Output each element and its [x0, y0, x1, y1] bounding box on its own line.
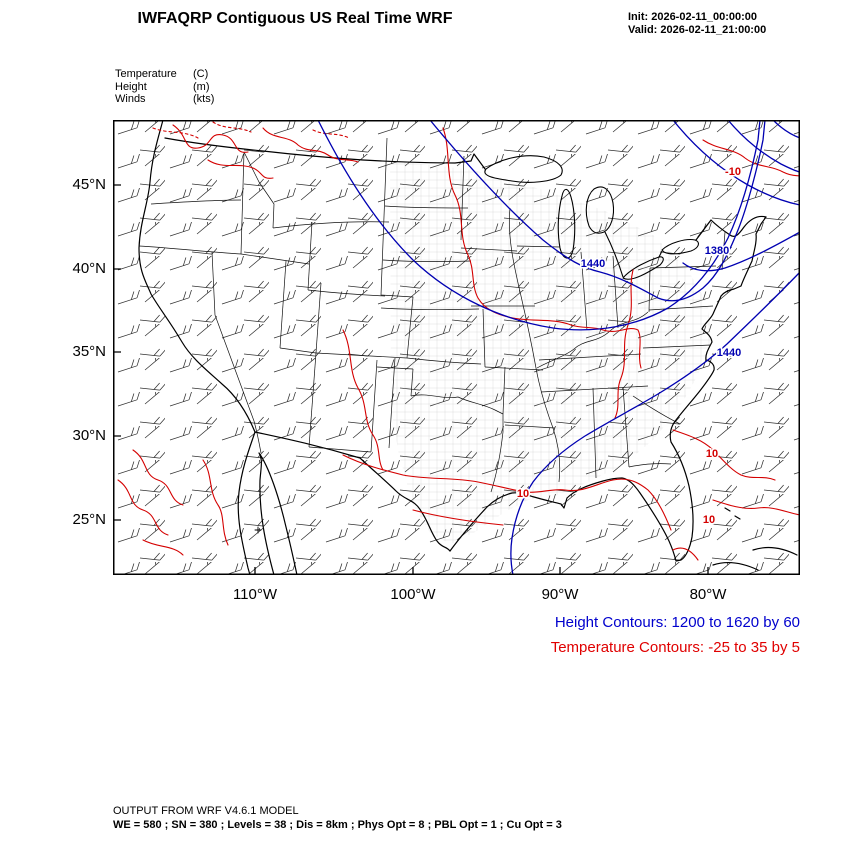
legend-winds-unit: (kts) [193, 93, 215, 105]
lake-michigan [557, 188, 576, 259]
lon-tick-label-80w: 80°W [689, 586, 727, 603]
height-label-1380: 1380 [705, 245, 729, 257]
lat-tick-label-40n: 40°N [72, 260, 106, 277]
model-output-line: OUTPUT FROM WRF V4.6.1 MODEL [113, 805, 299, 817]
pacific-coastline [138, 120, 256, 433]
legend-temperature-label: Temperature [115, 68, 177, 80]
height-contour-labels: 1440 1440 1380 [579, 244, 742, 361]
northern-border [164, 137, 486, 170]
state-boundaries [138, 137, 726, 493]
temperature-contour-caption: Temperature Contours: -25 to 35 by 5 [550, 639, 800, 656]
temperature-contour-labels: -10 10 10 10 [515, 165, 742, 528]
page-title: IWFAQRP Contiguous US Real Time WRF [137, 10, 453, 27]
init-time-label: Init: 2026-02-11_00:00:00 [628, 11, 758, 23]
temp-label-10-atlantic: 10 [703, 514, 715, 526]
lon-tick-label-90w: 90°W [541, 586, 579, 603]
height-contour-caption: Height Contours: 1200 to 1620 by 60 [554, 614, 800, 631]
lat-tick-label-45n: 45°N [72, 176, 106, 193]
legend-height-unit: (m) [193, 80, 210, 93]
lake-ontario [661, 239, 700, 255]
lakes-connectors [604, 231, 663, 278]
lat-ticks [113, 184, 121, 521]
lat-tick-label-25n: 25°N [72, 511, 106, 528]
lake-superior [484, 155, 563, 183]
lake-erie [622, 256, 664, 280]
axis-ticks [113, 184, 709, 575]
height-label-1440-a: 1440 [581, 258, 605, 270]
field-legend: Temperature (C) Height (m) Winds (kts) [115, 68, 214, 106]
temp-label-10-florida: 10 [706, 448, 718, 460]
us-mexico-border [254, 431, 451, 552]
lat-tick-label-35n: 35°N [72, 343, 106, 360]
temp-label-minus10: -10 [725, 166, 741, 178]
legend-temperature-unit: (C) [193, 68, 209, 80]
height-contours [317, 120, 800, 575]
wrf-map-svg: 1440 1440 1380 -10 10 10 10 [113, 120, 800, 575]
coastlines-and-borders [138, 120, 798, 575]
model-config-line: WE = 580 ; SN = 380 ; Levels = 38 ; Dis … [113, 819, 562, 831]
reference-cross-marker [254, 526, 262, 534]
gulf-and-atlantic-coastline [449, 216, 767, 562]
great-lakes [484, 155, 700, 280]
legend-row-height: Height (m) [115, 81, 214, 94]
temperature-contours [117, 121, 800, 561]
lat-tick-label-30n: 30°N [72, 427, 106, 444]
valid-time-label: Valid: 2026-02-11_21:00:00 [628, 24, 767, 36]
cuba-bahamas-coast [712, 507, 798, 571]
baja-peninsula [237, 431, 298, 575]
lon-tick-label-100w: 100°W [390, 586, 436, 603]
height-label-1440-b: 1440 [717, 347, 741, 359]
lon-ticks [254, 567, 709, 575]
lon-tick-label-110w: 110°W [232, 586, 278, 603]
map-frame [113, 120, 800, 575]
lake-huron [585, 186, 615, 234]
run-times: Init: 2026-02-11_00:00:00 Valid: 2026-02… [628, 11, 766, 37]
temp-label-10-gulf: 10 [517, 488, 529, 500]
county-boundary-texture [390, 160, 711, 544]
legend-height-label: Height [115, 80, 147, 93]
legend-row-temperature: Temperature (C) [115, 68, 214, 81]
legend-winds-label: Winds [115, 93, 146, 105]
legend-row-winds: Winds (kts) [115, 93, 214, 106]
maine-canada-border [695, 215, 767, 241]
